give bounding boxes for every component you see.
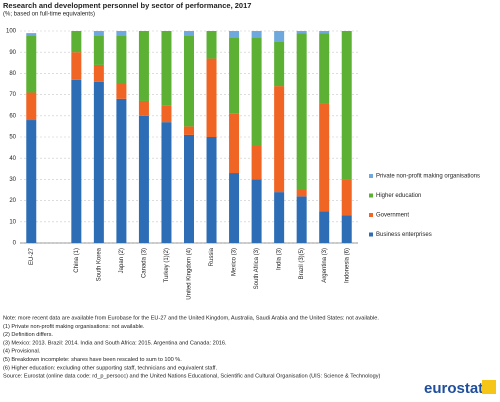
bar-segment	[184, 31, 194, 36]
note: Source: Eurostat (online data code: rd_p…	[3, 374, 381, 380]
legend-label: Private non-profit making organisations	[376, 174, 480, 180]
bar-segment	[116, 35, 127, 84]
bar-segment	[341, 215, 352, 243]
bar-segment	[229, 173, 240, 243]
x-tick-label: China (1)	[74, 248, 80, 273]
bar-segment	[319, 33, 330, 104]
bar-segment	[274, 41, 285, 87]
bar-segment	[319, 211, 330, 243]
x-tick-label: United Kingdom (4)	[187, 248, 193, 300]
bar-segment	[274, 192, 285, 243]
x-tick-label: Turkey (1)(2)	[164, 248, 170, 282]
x-tick-label: Russia	[209, 247, 215, 266]
bar-segment	[26, 33, 37, 36]
legend-label: Higher education	[376, 193, 421, 199]
y-tick-label: 70	[9, 92, 16, 98]
bar-segment	[116, 84, 127, 99]
bar-segment	[93, 81, 104, 243]
bar-segment	[116, 98, 127, 243]
note: (4) Provisional.	[3, 349, 41, 355]
bar-segment	[251, 145, 262, 180]
bar-segment	[138, 31, 149, 101]
bar-segment	[296, 190, 307, 197]
bar-segment	[296, 196, 307, 243]
x-tick-label: Mexico (3)	[232, 248, 238, 276]
x-tick-label: Indonesia (6)	[344, 248, 350, 283]
y-tick-label: 40	[9, 156, 16, 162]
bar-segment	[161, 105, 172, 123]
legend-swatch	[369, 232, 373, 237]
x-tick-label: South Africa (3)	[254, 248, 260, 289]
bar-segment	[229, 31, 240, 38]
bar-segment	[229, 113, 240, 174]
note: (2) Definition differs.	[3, 332, 53, 338]
note: (6) Higher education: excluding other su…	[3, 365, 217, 371]
legend-label: Business enterprises	[376, 232, 432, 238]
bar-segment	[184, 126, 194, 135]
y-tick-label: 0	[13, 241, 17, 247]
bar-segment	[251, 31, 262, 38]
bar-segment	[274, 86, 285, 193]
bar-segment	[116, 31, 127, 36]
y-tick-label: 30	[9, 177, 16, 183]
x-tick-label: Argentina (3)	[322, 248, 328, 283]
x-tick-label: Brazil (3)(5)	[299, 248, 305, 279]
bar-segment	[26, 35, 37, 93]
bar-segment	[296, 31, 307, 34]
bar-segment	[229, 37, 240, 114]
bar-segment	[184, 35, 194, 127]
y-tick-label: 80	[9, 71, 16, 77]
bar-segment	[93, 64, 104, 82]
legend-swatch	[369, 193, 373, 198]
bar-segment	[26, 92, 37, 121]
bar-segment	[93, 35, 104, 65]
bar-segment	[93, 31, 104, 36]
bar-segment	[319, 103, 330, 212]
y-tick-label: 60	[9, 113, 16, 119]
bar-segment	[71, 79, 82, 243]
note: (1) Private non-profit making organisati…	[3, 324, 145, 330]
y-tick-label: 20	[9, 198, 16, 204]
bar-segment	[341, 179, 352, 216]
bar-segment	[206, 31, 217, 59]
chart-title: Research and development personnel by se…	[3, 1, 251, 10]
note: Note: more recent data are available fro…	[3, 315, 379, 321]
bar-segment	[161, 31, 172, 106]
logo: eurostat	[424, 380, 483, 397]
x-tick-label: Canada (3)	[142, 248, 148, 278]
bar-segment	[71, 31, 82, 53]
bar-segment	[341, 31, 352, 180]
y-tick-label: 10	[9, 219, 16, 225]
bar-segment	[71, 52, 82, 80]
bar-segment	[138, 115, 149, 243]
y-tick-label: 50	[9, 135, 16, 141]
bar-segment	[206, 58, 217, 138]
bar-segment	[161, 122, 172, 243]
legend-swatch	[369, 213, 373, 217]
bar-segment	[251, 179, 262, 243]
x-tick-label: Japan (2)	[119, 248, 125, 273]
bar-segment	[206, 137, 217, 243]
x-tick-label: South Korea	[96, 247, 102, 281]
bar-segment	[138, 100, 149, 116]
bar-segment	[296, 33, 307, 191]
x-tick-label: India (3)	[277, 248, 283, 270]
bar-segment	[274, 31, 285, 42]
bar-segment	[251, 37, 262, 146]
logo-icon	[482, 380, 496, 394]
y-tick-label: 100	[6, 29, 17, 35]
legend-label: Government	[376, 213, 409, 219]
bar-segment	[26, 120, 37, 243]
bar-segment	[319, 31, 330, 34]
x-tick-label: EU-27	[29, 247, 35, 265]
note: (5) Breakdown incomplete: shares have be…	[3, 357, 182, 363]
note: (3) Mexico: 2013. Brazil: 2014. India an…	[3, 340, 227, 346]
chart-subtitle: (%; based on full-time equivalents)	[3, 12, 95, 18]
bar-segment	[184, 134, 194, 243]
legend-swatch	[369, 174, 373, 178]
y-tick-label: 90	[9, 50, 16, 56]
